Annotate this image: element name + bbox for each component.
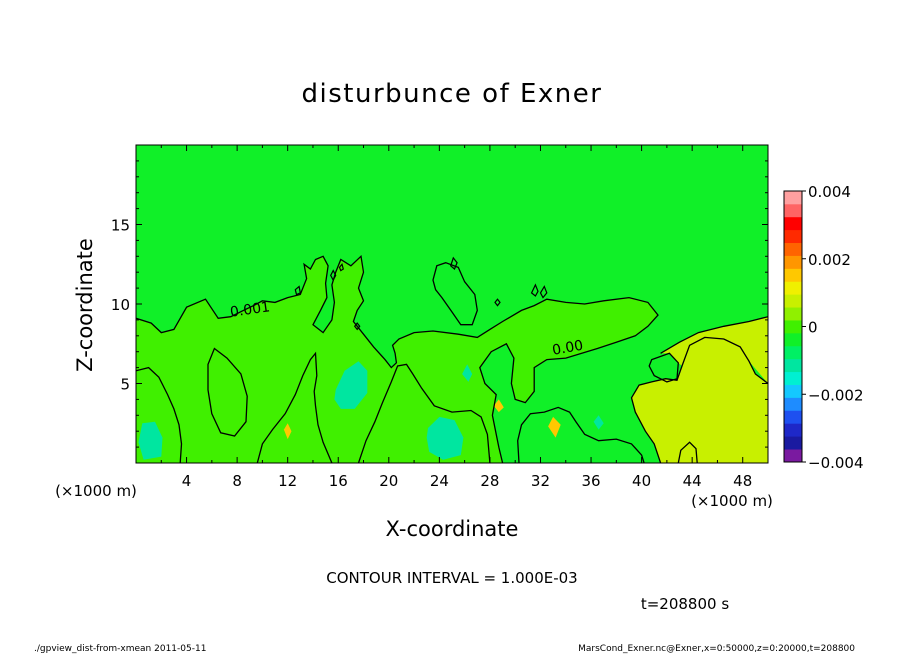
field-region-right (631, 337, 768, 463)
x-axis-label: X-coordinate (386, 517, 519, 541)
colorbar-swatch (784, 242, 802, 256)
colorbar-swatch (784, 384, 802, 398)
colorbar-swatch (784, 358, 802, 373)
colorbar-swatch (784, 281, 802, 295)
x-tick-label: 4 (182, 472, 192, 490)
colorbar-swatch (784, 216, 802, 231)
contour-small (338, 263, 344, 272)
colorbar-swatch (784, 255, 802, 269)
contour-small (539, 285, 548, 299)
chart-title: disturbunce of Exner (302, 79, 603, 109)
colorbar-swatch (784, 345, 802, 360)
field-blob-cool (138, 421, 163, 460)
contour-right-lobe (660, 316, 768, 354)
time-annotation: t=208800 s (641, 595, 729, 613)
colorbar-swatch (784, 203, 802, 218)
colorbar-label: 0 (808, 319, 818, 337)
colorbar-swatch (784, 436, 802, 450)
x-tick-label: 28 (480, 472, 499, 490)
colorbar-swatch (784, 410, 802, 424)
x-tick-label: 40 (632, 472, 651, 490)
y-axis-label: Z-coordinate (73, 238, 97, 372)
contour-bottom-left (136, 366, 183, 463)
colorbar-swatch (784, 371, 802, 385)
x-tick-label: 32 (531, 472, 550, 490)
y-axis: 5 10 15 (111, 160, 768, 448)
colorbar-swatch (784, 449, 802, 463)
y-tick-label: 5 (120, 376, 130, 394)
plot-area: 0.001 0.00 (135, 144, 769, 464)
colorbar-label: 0.004 (808, 183, 851, 201)
colorbar-swatch (784, 332, 802, 347)
x-tick-label: 8 (232, 472, 242, 490)
contour-bottom-right (517, 406, 645, 463)
field-blob-warm (283, 423, 292, 440)
footer-left: ./gpview_dist-from-xmean 2011-05-11 (34, 644, 206, 654)
colorbar: 0.004 0.002 0 −0.002 −0.004 (783, 183, 864, 472)
colorbar-swatch (784, 268, 802, 282)
field-region-right-lobe (660, 316, 768, 384)
colorbar-swatch (784, 229, 802, 244)
x-axis: 4 8 12 16 20 24 28 32 36 40 44 48 (160, 145, 752, 490)
x-unit-label-left: (×1000 m) (55, 482, 137, 500)
colorbar-label: −0.002 (808, 386, 864, 404)
x-tick-label: 20 (379, 472, 398, 490)
contour-small (294, 285, 301, 296)
contour-bottom-right-small (677, 441, 698, 463)
contour-label: 0.00 (551, 338, 584, 359)
contour-interval-note: CONTOUR INTERVAL = 1.000E-03 (326, 569, 577, 587)
colorbar-swatch (784, 307, 802, 321)
field-region-upper (136, 145, 768, 463)
y-tick-label: 10 (111, 296, 130, 314)
field-blob-cool (593, 415, 604, 430)
colorbar-swatch (784, 294, 802, 308)
colorbar-swatch (784, 423, 802, 437)
contour-label: 0.001 (229, 299, 271, 320)
contour-small (330, 269, 337, 282)
contour-oval-left (207, 347, 248, 437)
x-tick-label: 36 (581, 472, 600, 490)
colorbar-swatch (784, 397, 802, 411)
contour-blob-center (432, 262, 478, 326)
x-tick-label: 16 (329, 472, 348, 490)
contour-small (494, 298, 501, 307)
contour-small (353, 322, 361, 331)
y-tick-label: 15 (111, 217, 130, 235)
footer-right: MarsCond_Exner.nc@Exner,x=0:50000,z=0:20… (578, 644, 855, 654)
contour-right-blob (648, 352, 679, 383)
x-unit-label-right: (×1000 m) (691, 492, 773, 510)
colorbar-swatch (784, 320, 802, 334)
contour-lines: 0.001 0.00 (136, 254, 768, 463)
field-blob-cool (334, 361, 368, 409)
contour-right-edge (630, 336, 768, 463)
field-blob-cool (462, 364, 473, 382)
field-blob-warm (548, 416, 561, 438)
x-tick-label: 48 (733, 472, 752, 490)
contour-upper-region (136, 254, 659, 463)
colorbar-swatch (784, 191, 802, 205)
contour-small (450, 256, 458, 270)
field-blob-cool (426, 416, 464, 460)
color-fills (136, 145, 768, 463)
contour-bottom-mid (357, 363, 491, 463)
x-tick-label: 44 (683, 472, 702, 490)
colorbar-label: −0.004 (808, 454, 864, 472)
contour-bottom-mid-left (256, 351, 333, 463)
x-tick-label: 24 (430, 472, 449, 490)
contour-small (530, 283, 539, 297)
colorbar-label: 0.002 (808, 251, 851, 269)
field-blob-warm (493, 399, 504, 413)
x-tick-label: 12 (278, 472, 297, 490)
